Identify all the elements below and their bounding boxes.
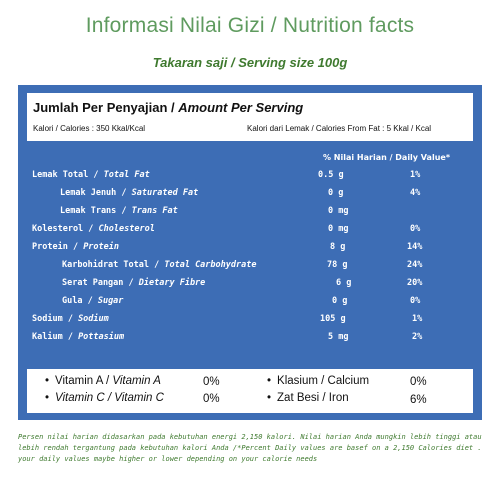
nutrient-row: Karbohidrat Total / Total Carbohydrate 7… [62, 260, 482, 274]
bullet-icon: • [267, 375, 272, 387]
label-en: Trans Fat [131, 206, 178, 216]
nutrient-amount: 105 g [320, 314, 346, 324]
label-en: Pottasium [78, 332, 125, 342]
nutrient-label: Karbohidrat Total / Total Carbohydrate [62, 260, 256, 270]
calories-from-fat-text: Kalori dari Lemak / Calories From Fat : … [247, 124, 432, 133]
footnote: Persen nilai harian didasarkan pada kebu… [18, 433, 482, 463]
label-en: Sugar [97, 296, 124, 306]
amount-per-serving-heading: Jumlah Per Penyajian / Amount Per Servin… [33, 100, 303, 115]
nutrient-amount: 0 g [328, 188, 344, 198]
nutrient-label: Protein / Protein [32, 242, 119, 252]
label-en: Total Fat [103, 170, 150, 180]
bullet-icon: • [45, 392, 50, 404]
iron-value: 6% [410, 394, 427, 406]
label-id: Lemak Total / [32, 170, 104, 180]
bullet-icon: • [45, 375, 50, 387]
label-en: Dietary Fibre [138, 278, 206, 288]
bullet-icon: • [267, 392, 272, 404]
nutrient-row: Sodium / Sodium 105 g 1% [32, 314, 472, 328]
calcium-value: 0% [410, 376, 427, 388]
nutrient-label: Serat Pangan / Dietary Fibre [62, 278, 205, 288]
vitamin-label-id: Vitamin C / [55, 392, 115, 404]
nutrient-label: Kalium / Pottasium [32, 332, 124, 342]
label-id: Lemak Jenuh / [60, 188, 132, 198]
label-id: Gula / [62, 296, 98, 306]
nutrient-row: Serat Pangan / Dietary Fibre 6 g 20% [62, 278, 482, 292]
heading-en: Amount Per Serving [178, 100, 304, 115]
vitamins-box: • Vitamin A / Vitamin A 0% • Vitamin C / V… [27, 369, 473, 413]
heading-id: Jumlah Per Penyajian / [33, 100, 179, 115]
nutrient-row: Lemak Total / Total Fat 0.5 g 1% [32, 170, 472, 184]
nutrient-pct: 2% [412, 332, 423, 342]
nutrient-row: Lemak Jenuh / Saturated Fat 0 g 4% [60, 188, 480, 202]
calories-text: Kalori / Calories : 350 Kkal/Kcal [33, 124, 146, 133]
nutrient-row: Gula / Sugar 0 g 0% [62, 296, 482, 310]
label-id: Kalium / [32, 332, 79, 342]
nutrient-pct: 1% [410, 170, 421, 180]
label-en: Protein [83, 242, 120, 252]
nutrient-label: Lemak Trans / Trans Fat [60, 206, 178, 216]
iron-label: Zat Besi / Iron [277, 392, 349, 404]
nutrient-row: Lemak Trans / Trans Fat 0 mg [60, 206, 480, 220]
nutrient-pct: 4% [410, 188, 421, 198]
label-en: Sodium [78, 314, 109, 324]
serving-size: Takaran saji / Serving size 100g [152, 55, 348, 70]
label-id: Lemak Trans / [60, 206, 132, 216]
calcium-item: • Klasium / Calcium [267, 375, 369, 387]
page-title: Informasi Nilai Gizi / Nutrition facts [85, 14, 415, 37]
vitamin-c-item: • Vitamin C / Vitamin C [45, 392, 164, 404]
label-id: Kolesterol / [32, 224, 99, 234]
daily-value-header: % Nilai Harian / Daily Value* [323, 153, 450, 162]
nutrient-pct: 1% [412, 314, 423, 324]
header-box: Jumlah Per Penyajian / Amount Per Servin… [27, 93, 473, 141]
nutrient-amount: 6 g [336, 278, 352, 288]
label-id: Sodium / [32, 314, 79, 324]
vitamin-a-value: 0% [203, 376, 220, 388]
vitamin-a-item: • Vitamin A / Vitamin A [45, 375, 161, 387]
calcium-label: Klasium / Calcium [277, 375, 370, 387]
nutrient-amount: 8 g [330, 242, 346, 252]
label-en: Cholesterol [98, 224, 155, 234]
nutrient-label: Lemak Total / Total Fat [32, 170, 150, 180]
vitamin-label-id: Vitamin A / [55, 375, 113, 387]
nutrient-amount: 0 mg [328, 206, 349, 216]
iron-item: • Zat Besi / Iron [267, 392, 349, 404]
nutrient-pct: 20% [407, 278, 423, 288]
label-en: Saturated Fat [131, 188, 199, 198]
nutrient-amount: 0 g [332, 296, 348, 306]
nutrient-pct: 24% [407, 260, 423, 270]
nutrient-pct: 0% [410, 296, 421, 306]
nutrient-row: Kolesterol / Cholesterol 0 mg 0% [32, 224, 472, 238]
label-en: Total Carbohydrate [164, 260, 257, 270]
vitamin-label-en: Vitamin A [112, 375, 161, 387]
nutrient-pct: 14% [407, 242, 423, 252]
nutrient-label: Sodium / Sodium [32, 314, 109, 324]
label-id: Serat Pangan / [62, 278, 139, 288]
nutrient-label: Lemak Jenuh / Saturated Fat [60, 188, 198, 198]
nutrient-label: Kolesterol / Cholesterol [32, 224, 155, 234]
label-id: Protein / [32, 242, 84, 252]
label-id: Karbohidrat Total / [62, 260, 165, 270]
vitamin-c-value: 0% [203, 393, 220, 405]
nutrient-row: Protein / Protein 8 g 14% [32, 242, 472, 256]
nutrient-pct: 0% [410, 224, 421, 234]
nutrient-row: Kalium / Pottasium 5 mg 2% [32, 332, 472, 346]
nutrient-amount: 0.5 g [318, 170, 344, 180]
nutrient-amount: 5 mg [328, 332, 349, 342]
nutrition-panel: Jumlah Per Penyajian / Amount Per Servin… [18, 85, 482, 420]
vitamin-label-en: Vitamin C [114, 392, 164, 404]
nutrient-amount: 78 g [327, 260, 348, 270]
nutrient-label: Gula / Sugar [62, 296, 123, 306]
nutrient-amount: 0 mg [328, 224, 349, 234]
